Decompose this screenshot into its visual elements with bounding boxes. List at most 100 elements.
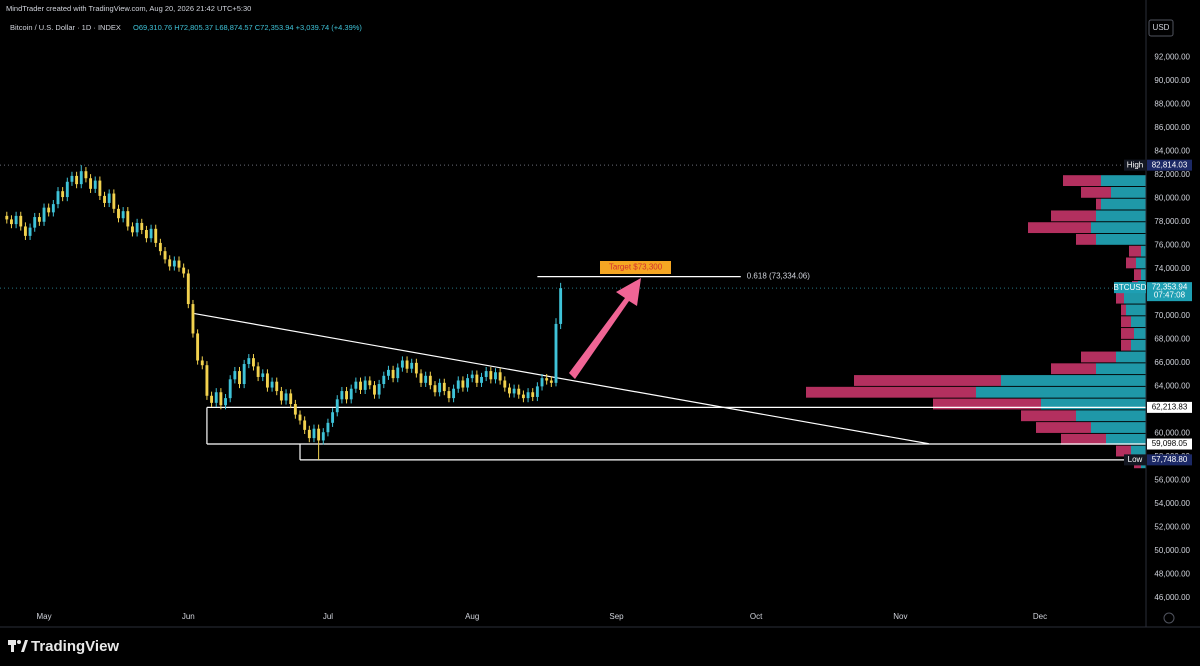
- volume-down: [1121, 316, 1131, 328]
- candle-body: [242, 364, 246, 385]
- last-price-value: 72,353.94: [1152, 282, 1188, 291]
- currency[interactable]: USD: [1153, 23, 1170, 32]
- volume-up: [1091, 422, 1146, 433]
- y-tick-label: 76,000.00: [1154, 240, 1190, 249]
- candle-body: [284, 393, 288, 401]
- high-tag: High: [1127, 160, 1143, 169]
- volume-up: [1101, 175, 1146, 187]
- low-value: 57,748.80: [1152, 455, 1188, 464]
- candle-body: [47, 207, 51, 213]
- candle-body: [65, 181, 69, 198]
- volume-down: [1121, 339, 1131, 351]
- candle-body: [461, 380, 465, 388]
- candle-body: [214, 392, 218, 403]
- volume-up: [1106, 433, 1146, 445]
- candle-body: [79, 171, 83, 185]
- candle-body: [526, 392, 530, 399]
- candle-body: [238, 371, 241, 385]
- plot-area: [0, 164, 1146, 469]
- volume-down: [1028, 222, 1091, 234]
- candle-body: [489, 371, 493, 380]
- y-tick-label: 50,000.00: [1154, 546, 1190, 555]
- last-price-countdown: 07:47:08: [1154, 290, 1186, 299]
- candle-body: [279, 391, 283, 401]
- candle-body: [70, 175, 74, 182]
- candle-body: [331, 412, 335, 423]
- volume-up: [1101, 198, 1146, 210]
- y-tick-label: 88,000.00: [1154, 99, 1190, 108]
- candle-body: [98, 180, 102, 196]
- y-tick-label: 56,000.00: [1154, 476, 1190, 485]
- volume-up: [1096, 233, 1146, 245]
- candle-body: [354, 381, 358, 389]
- y-tick-label: 48,000.00: [1154, 570, 1190, 579]
- candle-body: [33, 217, 37, 228]
- candle-body: [405, 360, 409, 369]
- candle-body: [135, 222, 139, 233]
- candle-body: [247, 358, 251, 365]
- candle-body: [265, 373, 269, 388]
- ohlc-values: O69,310.76 H72,805.37 L68,874.57 C72,353…: [133, 23, 362, 32]
- candle-body: [205, 365, 209, 396]
- volume-up: [1001, 375, 1146, 386]
- candle-body: [228, 379, 232, 399]
- candle-body: [210, 395, 214, 403]
- y-tick-label: 54,000.00: [1154, 499, 1190, 508]
- volume-up: [1141, 245, 1146, 257]
- candle-body: [117, 208, 120, 219]
- level-value: 62,213.83: [1152, 402, 1188, 411]
- volume-down: [1134, 269, 1141, 281]
- candle-body: [275, 381, 279, 392]
- last-price-box: [1147, 282, 1192, 302]
- candle-body: [312, 428, 316, 439]
- candle-body: [424, 375, 428, 383]
- volume-down: [1051, 363, 1096, 375]
- last-price-tag: BTCUSD: [1114, 283, 1147, 292]
- target-box: [600, 261, 671, 274]
- candle-body: [535, 386, 539, 397]
- currency-button[interactable]: [1148, 19, 1174, 37]
- candle-body: [373, 385, 376, 395]
- volume-up: [1126, 304, 1146, 316]
- volume-up: [1041, 398, 1146, 410]
- y-tick-label: 68,000.00: [1154, 334, 1190, 343]
- y-tick-label: 52,000.00: [1154, 523, 1190, 532]
- y-tick-label: 66,000.00: [1154, 358, 1190, 367]
- candle-body: [293, 404, 297, 415]
- auto-scale-button[interactable]: [1163, 612, 1175, 624]
- volume-down: [1116, 445, 1131, 457]
- candle-body: [377, 384, 381, 395]
- candle-body: [349, 388, 353, 400]
- low-box: [1147, 454, 1192, 466]
- candle-body: [121, 211, 125, 219]
- y-tick-label: 84,000.00: [1154, 146, 1190, 155]
- volume-up: [1096, 210, 1146, 222]
- candle-body: [303, 420, 307, 430]
- candle-body: [107, 193, 111, 203]
- candle-body: [23, 226, 27, 236]
- volume-down: [1121, 304, 1126, 316]
- candle-body: [512, 388, 516, 394]
- candle-body: [317, 428, 321, 441]
- candle-body: [200, 360, 204, 366]
- candle-body: [163, 251, 167, 260]
- candle-body: [498, 372, 502, 381]
- symbol-name: Bitcoin / U.S. Dollar · 1D · INDEX: [10, 23, 121, 32]
- candle-body: [191, 304, 195, 334]
- low-tag: Low: [1128, 455, 1143, 464]
- candle-body: [75, 175, 79, 185]
- candle-body: [382, 375, 386, 385]
- y-tick-label: 82,000.00: [1154, 170, 1190, 179]
- candle-body: [447, 391, 451, 399]
- brand: TradingView: [31, 638, 119, 655]
- volume-down: [1061, 433, 1106, 445]
- level-box: [1147, 438, 1192, 450]
- low-tag-box: [1124, 454, 1146, 466]
- volume-down: [1021, 410, 1076, 422]
- candle-body: [89, 178, 93, 189]
- candle-body: [419, 373, 423, 383]
- volume-down: [1126, 257, 1136, 269]
- y-tick-label: 86,000.00: [1154, 123, 1190, 132]
- candle-body: [158, 242, 162, 252]
- y-tick-label: 90,000.00: [1154, 76, 1190, 85]
